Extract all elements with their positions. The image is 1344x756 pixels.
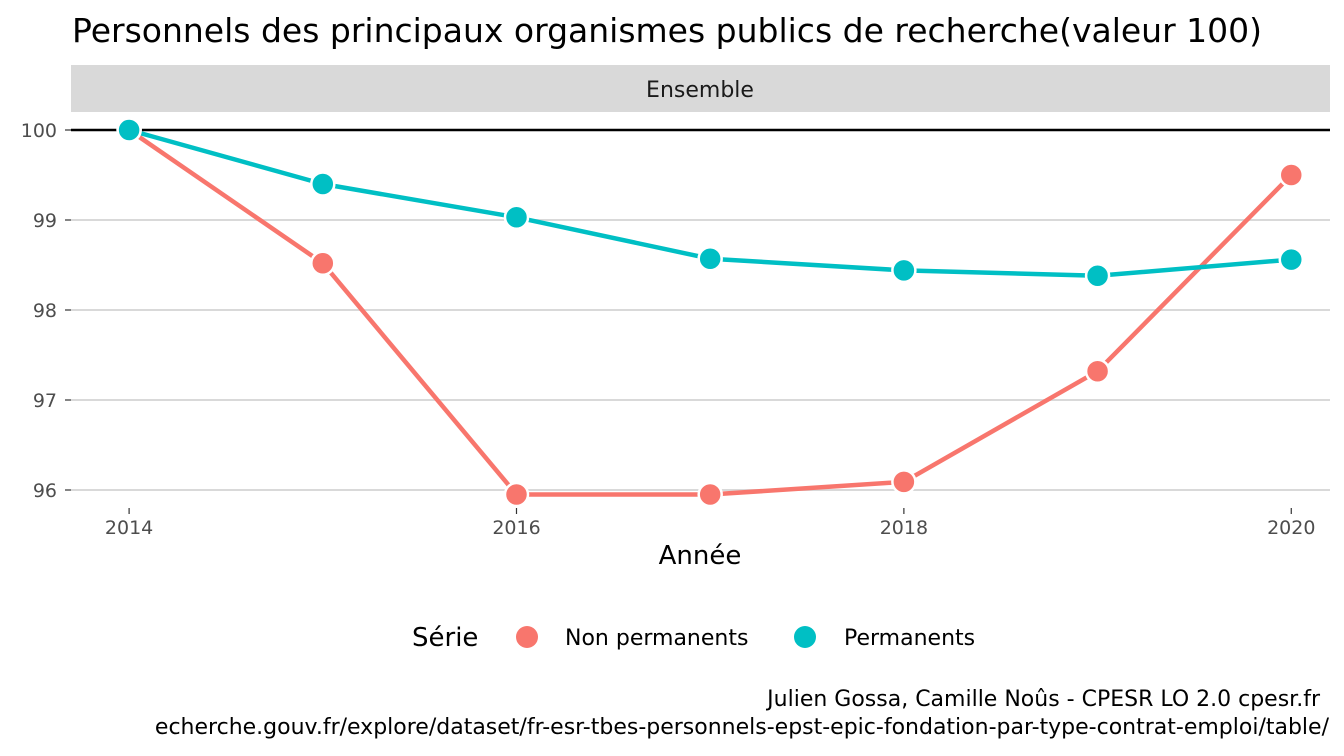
data-point-non-permanents <box>1278 162 1305 188</box>
legend-title: Série <box>412 623 478 653</box>
legend-marker-non-permanents <box>516 626 538 648</box>
x-tick-label: 2014 <box>105 517 153 539</box>
data-point-non-permanents <box>697 481 723 508</box>
x-axis-title: Année <box>659 541 742 571</box>
caption-source: echerche.gouv.fr/explore/dataset/fr-esr-… <box>155 715 1330 740</box>
y-axis-ticks: 96 97 98 99 100 <box>21 120 71 502</box>
grid <box>71 129 1330 491</box>
data-point-non-permanents <box>1084 358 1111 384</box>
data-point-permanents <box>697 245 723 272</box>
x-tick-label: 2020 <box>1267 517 1315 539</box>
data-point-non-permanents <box>891 469 917 495</box>
x-axis-ticks: 2014 2016 2018 2020 <box>105 508 1315 539</box>
data-point-non-permanents <box>503 481 530 508</box>
legend: Série Non permanents Permanents <box>412 623 975 653</box>
y-tick-label: 98 <box>33 300 57 322</box>
series-group <box>116 117 1305 508</box>
y-tick-label: 96 <box>33 480 57 502</box>
chart-title: Personnels des principaux organismes pub… <box>72 11 1262 50</box>
legend-label-permanents: Permanents <box>844 626 975 651</box>
data-point-permanents <box>310 171 336 197</box>
data-point-permanents <box>1278 246 1305 273</box>
y-tick-label: 97 <box>33 390 57 412</box>
y-tick-label: 99 <box>33 210 57 232</box>
caption-credits: Julien Gossa, Camille Noûs - CPESR LO 2.… <box>765 687 1321 712</box>
series-line-non-permanents <box>126 127 1294 497</box>
data-point-permanents <box>1084 263 1111 289</box>
data-point-non-permanents <box>310 250 336 276</box>
x-tick-label: 2018 <box>880 517 928 539</box>
data-point-permanents <box>891 257 917 284</box>
x-tick-label: 2016 <box>492 517 540 539</box>
data-point-permanents <box>116 117 142 143</box>
facet-strip-label: Ensemble <box>646 78 754 103</box>
legend-label-non-permanents: Non permanents <box>565 626 748 651</box>
legend-marker-permanents <box>794 626 816 648</box>
data-point-permanents <box>503 204 530 231</box>
y-tick-label: 100 <box>21 120 57 142</box>
facet-strip <box>71 65 1330 112</box>
